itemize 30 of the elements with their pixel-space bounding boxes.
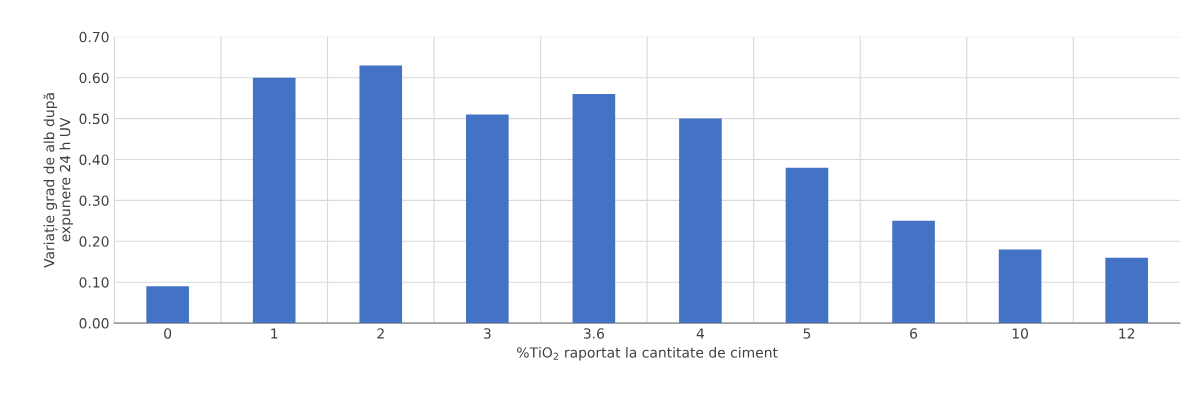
x-tick-label: 4 (696, 328, 705, 339)
y-tick-label: 0.20 (79, 236, 109, 247)
bar (785, 167, 829, 324)
y-tick-label: 0.70 (79, 31, 109, 43)
x-tick-label: 3 (483, 328, 491, 339)
y-tick-label: 0.50 (79, 113, 109, 125)
bar (359, 65, 403, 324)
x-tick-label: 2 (377, 328, 384, 339)
y-tick-label: 0.00 (79, 318, 109, 329)
y-tick-label: 0.30 (79, 195, 109, 206)
x-tick-label: 0 (164, 328, 172, 339)
x-tick-label: 3.6 (583, 328, 605, 339)
bar (466, 114, 509, 324)
y-axis-title: Variație grad de alb după expunere 24 h UV (43, 93, 74, 268)
x-tick-label: 12 (1119, 328, 1135, 339)
bar (998, 249, 1042, 324)
bar (146, 286, 189, 324)
x-tick-label: 10 (1012, 328, 1028, 339)
y-tick-label: 0.40 (79, 154, 109, 165)
x-tick-label: 1 (271, 328, 278, 339)
y-tick-label: 0.10 (79, 277, 109, 288)
bar (1105, 257, 1148, 324)
bar (572, 94, 616, 324)
x-tick-label: 6 (910, 328, 918, 339)
bar (892, 220, 935, 324)
bar (252, 77, 296, 324)
bar (679, 118, 722, 324)
x-tick-label: 5 (803, 328, 811, 339)
x-axis-title: %TiO$_{2}$ raportat la cantitate de ciment (517, 346, 778, 361)
y-tick-label: 0.60 (79, 72, 109, 84)
